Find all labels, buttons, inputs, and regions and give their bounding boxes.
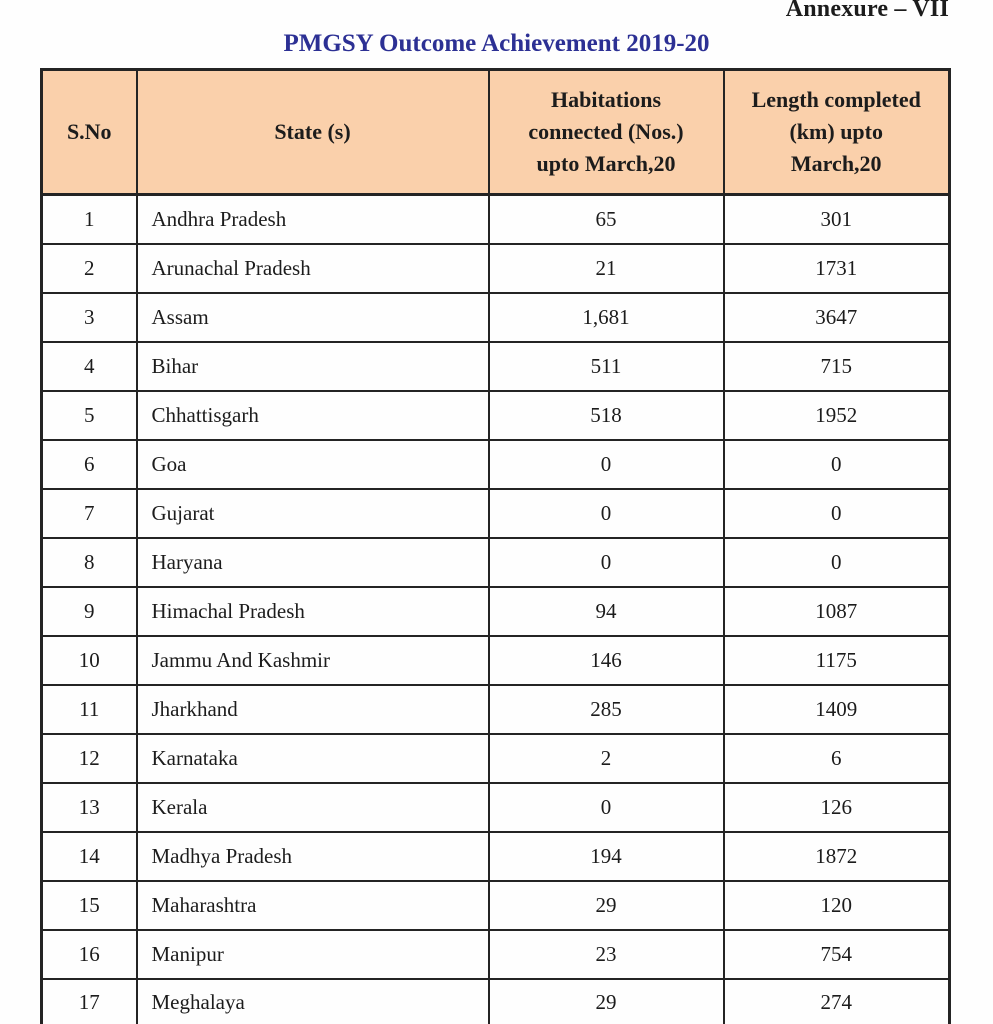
- state-cell: Manipur: [135, 928, 490, 980]
- outcome-achievement-table: S.No State (s) Habitations connected (No…: [40, 68, 951, 1024]
- habitations-cell: 518: [487, 389, 725, 441]
- table-row: 4 Bihar 511 715: [40, 340, 951, 392]
- length-cell: 1087: [722, 585, 951, 637]
- state-cell: Gujarat: [135, 487, 490, 539]
- habitations-cell: 146: [487, 634, 725, 686]
- sno-cell: 5: [40, 389, 138, 441]
- sno-cell: 13: [40, 781, 138, 833]
- annexure-label: Annexure – VII: [785, 0, 949, 22]
- table-row: 9 Himachal Pradesh 94 1087: [40, 585, 951, 637]
- sno-cell: 17: [40, 977, 138, 1024]
- habitations-cell: 511: [487, 340, 725, 392]
- habitations-cell: 65: [487, 193, 725, 245]
- table-row: 11 Jharkhand 285 1409: [40, 683, 951, 735]
- length-cell: 1409: [722, 683, 951, 735]
- sno-cell: 4: [40, 340, 138, 392]
- length-cell: 0: [722, 438, 951, 490]
- column-header-habitations: Habitations connected (Nos.) upto March,…: [487, 68, 725, 196]
- state-cell: Maharashtra: [135, 879, 490, 931]
- length-cell: 126: [722, 781, 951, 833]
- length-cell: 274: [722, 977, 951, 1024]
- habitations-cell: 194: [487, 830, 725, 882]
- state-cell: Madhya Pradesh: [135, 830, 490, 882]
- table-body: 1 Andhra Pradesh 65 301 2 Arunachal Pradesh 21…: [40, 193, 951, 1024]
- habitations-cell: 21: [487, 242, 725, 294]
- sno-cell: 12: [40, 732, 138, 784]
- habitations-cell: 0: [487, 781, 725, 833]
- sno-cell: 9: [40, 585, 138, 637]
- sno-cell: 6: [40, 438, 138, 490]
- state-cell: Arunachal Pradesh: [135, 242, 490, 294]
- table-row: 14 Madhya Pradesh 194 1872: [40, 830, 951, 882]
- state-cell: Goa: [135, 438, 490, 490]
- habitations-cell: 1,681: [487, 291, 725, 343]
- table-header-row: S.No State (s) Habitations connected (No…: [40, 68, 951, 196]
- length-cell: 1952: [722, 389, 951, 441]
- sno-cell: 14: [40, 830, 138, 882]
- column-header-state: State (s): [135, 68, 490, 196]
- length-cell: 3647: [722, 291, 951, 343]
- state-cell: Andhra Pradesh: [135, 193, 490, 245]
- habitations-cell: 94: [487, 585, 725, 637]
- state-cell: Bihar: [135, 340, 490, 392]
- length-cell: 6: [722, 732, 951, 784]
- sno-cell: 15: [40, 879, 138, 931]
- sno-cell: 1: [40, 193, 138, 245]
- state-cell: Kerala: [135, 781, 490, 833]
- column-header-sno: S.No: [40, 68, 138, 196]
- sno-cell: 8: [40, 536, 138, 588]
- length-cell: 0: [722, 487, 951, 539]
- length-cell: 1731: [722, 242, 951, 294]
- habitations-cell: 2: [487, 732, 725, 784]
- sno-cell: 7: [40, 487, 138, 539]
- state-cell: Himachal Pradesh: [135, 585, 490, 637]
- habitations-cell: 285: [487, 683, 725, 735]
- length-cell: 301: [722, 193, 951, 245]
- table-header: S.No State (s) Habitations connected (No…: [40, 68, 951, 196]
- habitations-cell: 0: [487, 536, 725, 588]
- state-cell: Assam: [135, 291, 490, 343]
- table-row: 13 Kerala 0 126: [40, 781, 951, 833]
- sno-cell: 16: [40, 928, 138, 980]
- table-row: 1 Andhra Pradesh 65 301: [40, 193, 951, 245]
- table-row: 10 Jammu And Kashmir 146 1175: [40, 634, 951, 686]
- table-row: 12 Karnataka 2 6: [40, 732, 951, 784]
- habitations-cell: 0: [487, 438, 725, 490]
- state-cell: Haryana: [135, 536, 490, 588]
- state-cell: Jharkhand: [135, 683, 490, 735]
- habitations-cell: 0: [487, 487, 725, 539]
- page-title: PMGSY Outcome Achievement 2019-20: [283, 30, 710, 57]
- state-cell: Karnataka: [135, 732, 490, 784]
- sno-cell: 11: [40, 683, 138, 735]
- table-row: 16 Manipur 23 754: [40, 928, 951, 980]
- table-row: 15 Maharashtra 29 120: [40, 879, 951, 931]
- table-row: 17 Meghalaya 29 274: [40, 977, 951, 1024]
- length-cell: 1872: [722, 830, 951, 882]
- length-cell: 715: [722, 340, 951, 392]
- length-cell: 120: [722, 879, 951, 931]
- habitations-cell: 29: [487, 879, 725, 931]
- sno-cell: 3: [40, 291, 138, 343]
- table-row: 3 Assam 1,681 3647: [40, 291, 951, 343]
- state-cell: Meghalaya: [135, 977, 490, 1024]
- column-header-length: Length completed (km) upto March,20: [722, 68, 951, 196]
- table-row: 5 Chhattisgarh 518 1952: [40, 389, 951, 441]
- length-cell: 754: [722, 928, 951, 980]
- length-cell: 0: [722, 536, 951, 588]
- length-cell: 1175: [722, 634, 951, 686]
- state-cell: Chhattisgarh: [135, 389, 490, 441]
- habitations-cell: 23: [487, 928, 725, 980]
- sno-cell: 10: [40, 634, 138, 686]
- sno-cell: 2: [40, 242, 138, 294]
- state-cell: Jammu And Kashmir: [135, 634, 490, 686]
- table-row: 8 Haryana 0 0: [40, 536, 951, 588]
- table-row: 6 Goa 0 0: [40, 438, 951, 490]
- table-row: 2 Arunachal Pradesh 21 1731: [40, 242, 951, 294]
- habitations-cell: 29: [487, 977, 725, 1024]
- table-row: 7 Gujarat 0 0: [40, 487, 951, 539]
